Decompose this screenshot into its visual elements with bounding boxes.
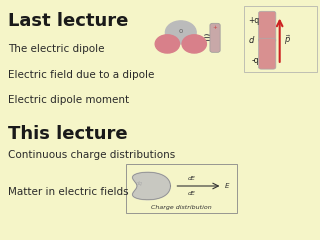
FancyBboxPatch shape: [259, 11, 276, 42]
Text: $\vec{p}$: $\vec{p}$: [284, 33, 292, 47]
Text: +: +: [213, 25, 217, 30]
Text: dE: dE: [188, 176, 196, 181]
Text: Last lecture: Last lecture: [8, 12, 128, 30]
Text: Electric dipole moment: Electric dipole moment: [8, 95, 129, 105]
Text: +: +: [164, 39, 171, 48]
FancyBboxPatch shape: [244, 6, 317, 72]
Text: +q: +q: [248, 16, 260, 25]
Text: -q: -q: [252, 56, 260, 65]
Text: dq: dq: [136, 181, 143, 186]
Polygon shape: [132, 172, 170, 200]
Text: This lecture: This lecture: [8, 125, 128, 143]
Text: The electric dipole: The electric dipole: [8, 44, 105, 54]
Circle shape: [155, 35, 180, 53]
FancyBboxPatch shape: [126, 164, 237, 213]
Text: Electric field due to a dipole: Electric field due to a dipole: [8, 70, 154, 80]
Circle shape: [165, 21, 196, 44]
Circle shape: [182, 35, 206, 53]
Text: d: d: [248, 36, 253, 45]
Text: E: E: [225, 183, 229, 189]
Text: $\cong$: $\cong$: [200, 31, 213, 44]
Text: Matter in electric fields: Matter in electric fields: [8, 187, 129, 197]
FancyBboxPatch shape: [210, 23, 220, 52]
Text: Continuous charge distributions: Continuous charge distributions: [8, 150, 175, 160]
Text: +: +: [191, 39, 198, 48]
Text: Charge distribution: Charge distribution: [151, 205, 212, 210]
Text: dE: dE: [188, 191, 196, 196]
FancyBboxPatch shape: [259, 38, 276, 69]
Text: o: o: [179, 28, 183, 34]
